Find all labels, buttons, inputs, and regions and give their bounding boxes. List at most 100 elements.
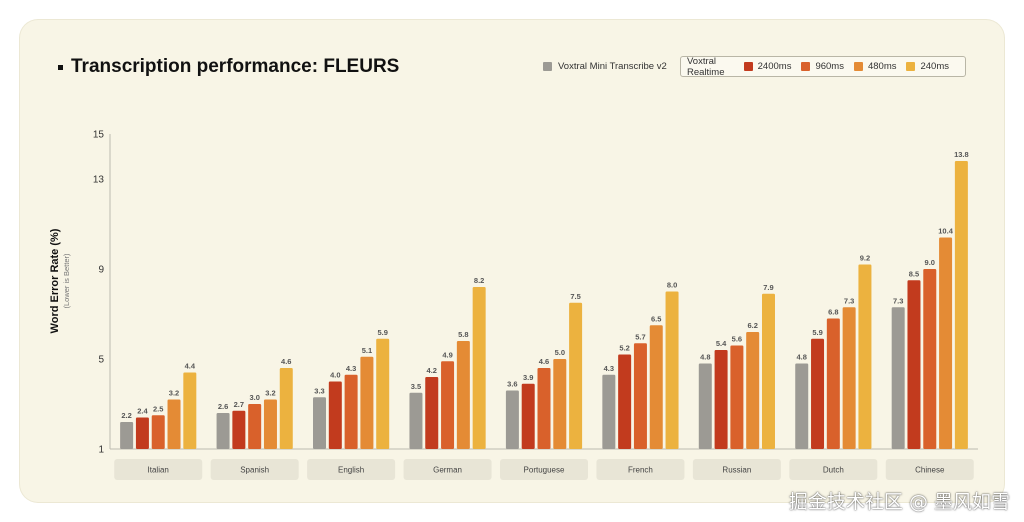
value-label-spanish-0: 2.6	[218, 402, 228, 411]
value-label-russian-3: 6.2	[747, 321, 757, 330]
bar-italian-240ms	[183, 372, 197, 449]
value-label-french-4: 8.0	[667, 281, 677, 290]
chart-title-text: Transcription performance: FLEURS	[71, 56, 400, 77]
bar-italian-480ms	[167, 399, 181, 449]
legend-swatch-240ms	[906, 62, 916, 71]
y-tick-label-5: 5	[98, 355, 104, 366]
bar-german-voxtral-mini-transcribe-v2	[409, 392, 423, 449]
legend-label-2400ms: 2400ms	[757, 61, 792, 72]
legend-mini-swatch	[543, 62, 552, 71]
value-label-chinese-3: 10.4	[938, 227, 953, 236]
category-label-german: German	[433, 466, 462, 475]
category-pill-german	[403, 459, 492, 480]
legend-item-240ms: 240ms	[906, 61, 949, 72]
value-label-italian-3: 3.2	[169, 389, 179, 398]
bar-chinese-voxtral-mini-transcribe-v2	[891, 307, 905, 449]
value-label-portuguese-2: 4.6	[539, 357, 549, 366]
legend-swatch-480ms	[853, 62, 863, 71]
category-label-portuguese: Portuguese	[524, 466, 565, 475]
value-label-french-2: 5.7	[635, 332, 645, 341]
value-label-english-4: 5.9	[377, 328, 387, 337]
value-label-english-1: 4.0	[330, 371, 340, 380]
category-pill-dutch	[789, 459, 878, 480]
bar-spanish-480ms	[263, 399, 277, 449]
y-axis-subtitle: (Lower is Better)	[62, 253, 71, 309]
value-label-french-1: 5.2	[619, 344, 629, 353]
value-label-spanish-2: 3.0	[249, 393, 259, 402]
value-label-italian-0: 2.2	[121, 411, 131, 420]
bar-spanish-voxtral-mini-transcribe-v2	[216, 413, 230, 449]
bar-russian-960ms	[730, 345, 744, 449]
value-label-english-2: 4.3	[346, 364, 356, 373]
value-label-dutch-0: 4.8	[797, 353, 807, 362]
value-label-english-3: 5.1	[362, 346, 372, 355]
category-label-dutch: Dutch	[823, 466, 844, 475]
category-pill-russian	[692, 459, 781, 480]
value-label-english-0: 3.3	[314, 386, 324, 395]
bar-german-240ms	[472, 287, 486, 449]
bar-german-2400ms	[425, 377, 439, 449]
watermark: 掘金技术社区 @ 墨风如雪	[788, 491, 1010, 513]
category-label-chinese: Chinese	[915, 466, 945, 475]
category-label-italian: Italian	[148, 466, 169, 475]
bar-french-2400ms	[618, 354, 632, 449]
bar-italian-960ms	[151, 415, 165, 449]
bar-portuguese-960ms	[537, 368, 551, 449]
value-label-chinese-4: 13.8	[954, 150, 969, 159]
bar-portuguese-2400ms	[521, 383, 535, 449]
value-label-russian-2: 5.6	[732, 335, 742, 344]
title-bullet-icon	[58, 64, 63, 70]
category-pill-italian	[114, 459, 203, 480]
value-label-dutch-1: 5.9	[812, 328, 822, 337]
legend-label-960ms: 960ms	[815, 61, 844, 72]
bar-dutch-480ms	[842, 307, 856, 449]
bar-french-voxtral-mini-transcribe-v2	[602, 374, 616, 449]
value-label-french-3: 6.5	[651, 314, 661, 323]
value-label-russian-1: 5.4	[716, 339, 727, 348]
bar-english-240ms	[376, 338, 390, 449]
category-pill-spanish	[210, 459, 299, 480]
category-label-russian: Russian	[722, 466, 751, 475]
category-pill-english	[307, 459, 396, 480]
value-label-italian-4: 4.4	[185, 362, 196, 371]
bar-french-480ms	[649, 325, 663, 449]
bar-portuguese-240ms	[569, 302, 583, 449]
bar-portuguese-480ms	[553, 359, 567, 449]
bar-english-2400ms	[328, 381, 342, 449]
value-label-german-1: 4.2	[427, 366, 437, 375]
value-label-german-3: 5.8	[458, 330, 468, 339]
bar-russian-voxtral-mini-transcribe-v2	[698, 363, 712, 449]
bar-english-960ms	[344, 374, 358, 449]
bar-dutch-voxtral-mini-transcribe-v2	[795, 363, 809, 449]
bar-dutch-2400ms	[811, 338, 825, 449]
value-label-french-0: 4.3	[604, 364, 614, 373]
y-tick-label-1: 1	[98, 445, 104, 456]
bar-spanish-2400ms	[232, 410, 246, 449]
legend-swatch-2400ms	[743, 62, 753, 71]
bar-english-voxtral-mini-transcribe-v2	[313, 397, 327, 449]
bar-spanish-240ms	[279, 368, 293, 449]
value-label-spanish-1: 2.7	[234, 400, 244, 409]
legend-label-480ms: 480ms	[867, 61, 897, 72]
value-label-portuguese-4: 7.5	[570, 292, 580, 301]
category-label-english: English	[338, 466, 364, 475]
legend-item-960ms: 960ms	[801, 61, 844, 72]
bar-dutch-240ms	[858, 264, 872, 449]
value-label-spanish-4: 4.6	[281, 357, 291, 366]
bar-chinese-960ms	[923, 269, 937, 449]
bar-italian-voxtral-mini-transcribe-v2	[120, 422, 134, 449]
y-tick-label-9: 9	[98, 265, 104, 276]
value-label-dutch-3: 7.3	[844, 296, 854, 305]
category-pill-portuguese	[500, 459, 588, 480]
category-labels: Italian Spanish English German Portuguese Fre…	[114, 459, 974, 480]
bar-german-960ms	[441, 361, 455, 449]
category-label-spanish: Spanish	[240, 466, 269, 475]
bar-english-480ms	[360, 356, 374, 449]
bar-french-960ms	[633, 343, 647, 449]
bar-spanish-960ms	[248, 404, 262, 449]
value-label-chinese-1: 8.5	[909, 269, 919, 278]
value-label-chinese-2: 9.0	[925, 258, 935, 267]
category-label-french: French	[628, 466, 653, 475]
bars: 2.2 2.4 2.5 3.2 4.4 2.6 2.7 3.0 3.2 4.6 3.3 4.0 4.3 5…	[120, 150, 969, 449]
bar-italian-2400ms	[135, 417, 149, 449]
